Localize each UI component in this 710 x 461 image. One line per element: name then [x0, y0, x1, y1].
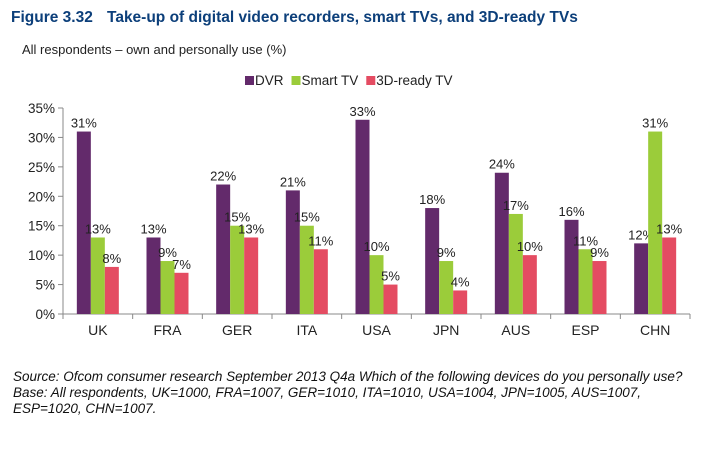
figure-title-text: Take-up of digital video recorders, smar…	[107, 9, 578, 26]
bar	[648, 131, 663, 314]
bar-value-label: 17%	[503, 198, 529, 213]
bar-value-label: 18%	[419, 192, 445, 207]
x-tick-label: JPN	[433, 322, 459, 338]
x-tick-label: UK	[88, 322, 108, 338]
y-tick-label: 25%	[28, 160, 55, 175]
base-text: Base: All respondents, UK=1000, FRA=1007…	[13, 385, 642, 416]
bar	[313, 249, 328, 314]
y-tick-label: 5%	[35, 278, 55, 293]
bar	[634, 243, 649, 314]
bar-value-label: 16%	[558, 204, 584, 219]
x-tick-label: FRA	[154, 322, 183, 338]
bar	[369, 255, 384, 314]
bar-value-label: 9%	[590, 245, 609, 260]
bar-value-label: 8%	[102, 251, 121, 266]
bar	[160, 261, 175, 314]
legend-swatch	[291, 76, 301, 85]
bar	[494, 172, 509, 314]
bar	[104, 266, 119, 314]
bar-value-label: 21%	[280, 174, 306, 189]
bar	[90, 237, 105, 314]
source-note: Source: Ofcom consumer research Septembe…	[13, 369, 703, 417]
bar	[522, 255, 537, 314]
bar-chart: 0%5%10%15%20%25%30%35%31%13%8%UK13%9%7%F…	[28, 73, 691, 338]
bar	[564, 219, 579, 314]
bar	[453, 290, 468, 314]
bar	[216, 184, 231, 314]
bar-value-label: 10%	[517, 239, 543, 254]
y-tick-label: 10%	[28, 248, 55, 263]
bar-value-label: 9%	[437, 245, 456, 260]
bar-value-label: 11%	[308, 233, 333, 248]
bar-value-label: 12%	[628, 227, 654, 242]
bar	[439, 261, 454, 314]
bar	[299, 225, 314, 314]
bar-value-label: 5%	[381, 269, 400, 284]
bar-value-label: 4%	[451, 274, 470, 289]
y-tick-label: 0%	[35, 307, 55, 322]
x-tick-label: ITA	[296, 322, 317, 338]
y-tick-label: 20%	[28, 189, 55, 204]
bar-value-label: 33%	[349, 104, 375, 119]
bar	[508, 213, 523, 314]
bar-value-label: 22%	[210, 169, 236, 184]
bar-value-label: 13%	[656, 221, 682, 236]
chart-subtitle: All respondents – own and personally use…	[22, 42, 287, 57]
figure-title: Figure 3.32 Take-up of digital video reco…	[11, 9, 578, 27]
bar	[174, 272, 189, 314]
bar-value-label: 10%	[363, 239, 389, 254]
legend-label: Smart TV	[302, 73, 359, 88]
x-tick-label: GER	[222, 322, 252, 338]
bar-value-label: 15%	[294, 210, 320, 225]
bar	[146, 237, 161, 314]
x-tick-label: USA	[362, 322, 391, 338]
bar-value-label: 7%	[172, 257, 191, 272]
bar	[76, 131, 91, 314]
bar	[578, 249, 593, 314]
bar	[230, 225, 245, 314]
bar-value-label: 31%	[71, 116, 97, 131]
legend-label: DVR	[255, 73, 284, 88]
x-tick-label: ESP	[571, 322, 599, 338]
x-tick-label: AUS	[501, 322, 530, 338]
bar-value-label: 13%	[85, 221, 111, 236]
figure-number: Figure 3.32	[11, 9, 93, 26]
bar-value-label: 11%	[573, 233, 598, 248]
legend-swatch	[245, 76, 254, 85]
bar	[383, 284, 398, 314]
y-tick-label: 30%	[28, 130, 55, 145]
legend-label: 3D-ready TV	[376, 73, 452, 88]
bar	[662, 237, 677, 314]
bar	[592, 261, 607, 314]
x-tick-label: CHN	[640, 322, 670, 338]
bar-value-label: 13%	[140, 221, 166, 236]
bar	[285, 190, 300, 314]
source-text: Source: Ofcom consumer research Septembe…	[13, 369, 683, 384]
bar-value-label: 31%	[642, 116, 668, 131]
y-tick-label: 15%	[28, 219, 55, 234]
bar-value-label: 9%	[158, 245, 177, 260]
bar-value-label: 24%	[489, 157, 515, 172]
bar	[425, 208, 440, 314]
bar-value-label: 13%	[238, 221, 264, 236]
bar	[244, 237, 259, 314]
y-tick-label: 35%	[28, 101, 55, 116]
bar	[355, 119, 370, 315]
legend-swatch	[366, 76, 376, 85]
bar-value-label: 15%	[224, 210, 250, 225]
